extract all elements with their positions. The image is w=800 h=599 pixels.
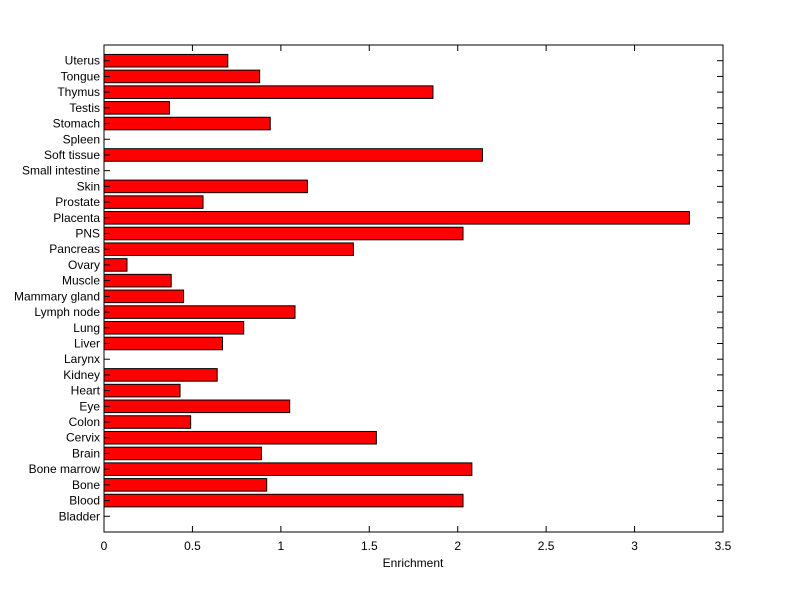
category-label: Larynx [64, 352, 100, 366]
category-label: Mammary gland [14, 289, 100, 303]
bar-blood [103, 493, 464, 508]
bar-bone [103, 478, 268, 492]
bar-brain [103, 446, 262, 461]
category-label: Testis [69, 101, 100, 115]
bar-placenta [103, 211, 690, 225]
x-tick-label: 3 [631, 539, 638, 553]
category-label: Colon [69, 415, 100, 429]
category-label: Uterus [65, 54, 100, 68]
x-tick-label: 2.5 [538, 539, 555, 553]
bar-lung [103, 320, 245, 335]
bar-kidney [103, 368, 218, 382]
category-label: PNS [75, 227, 100, 241]
category-label: Brain [72, 446, 100, 460]
x-tick-label: 0 [101, 539, 108, 553]
category-label: Kidney [63, 368, 100, 382]
category-label: Heart [71, 384, 101, 398]
category-label: Ovary [68, 258, 100, 272]
bar-liver [103, 336, 223, 351]
bar-muscle [103, 273, 172, 288]
bar-cervix [103, 430, 377, 445]
bar-heart [103, 383, 181, 398]
bar-mammary-gland [103, 289, 185, 304]
bar-pancreas [103, 242, 354, 257]
bar-uterus [103, 53, 229, 68]
bar-colon [103, 415, 192, 429]
bar-thymus [103, 85, 434, 99]
category-label: Liver [74, 336, 100, 350]
bar-pns [103, 226, 464, 241]
category-label: Cervix [66, 431, 100, 445]
x-tick-label: 0.5 [184, 539, 201, 553]
category-label: Bone [72, 478, 100, 492]
category-label: Bone marrow [29, 462, 101, 476]
category-label: Placenta [53, 211, 100, 225]
bar-soft-tissue [103, 148, 483, 162]
bar-skin [103, 179, 308, 194]
category-label: Blood [69, 494, 100, 508]
category-label: Prostate [55, 195, 100, 209]
plot-area-frame [103, 44, 724, 533]
x-tick-label: 1 [278, 539, 285, 553]
category-label: Lymph node [34, 305, 100, 319]
bar-tongue [103, 69, 261, 84]
bar-stomach [103, 116, 271, 131]
category-label: Skin [77, 179, 100, 193]
x-axis-label: Enrichment [383, 556, 444, 570]
bar-eye [103, 399, 291, 414]
category-label: Tongue [61, 69, 101, 83]
bars-group [103, 53, 690, 508]
bar-lymph-node [103, 305, 296, 319]
category-label: Bladder [59, 509, 100, 523]
bar-testis [103, 101, 170, 115]
bar-bone-marrow [103, 462, 473, 476]
category-label: Eye [79, 399, 100, 413]
bar-prostate [103, 195, 204, 209]
category-label: Stomach [53, 117, 100, 131]
x-tick-labels-group: 0 0.5 1 1.5 2 2.5 3 3.5 [101, 539, 732, 553]
category-label: Muscle [62, 274, 100, 288]
category-label: Small intestine [22, 164, 100, 178]
category-label: Pancreas [49, 242, 100, 256]
x-tick-label: 3.5 [715, 539, 732, 553]
category-label: Soft tissue [44, 148, 100, 162]
category-label: Lung [73, 321, 100, 335]
x-tick-label: 1.5 [361, 539, 378, 553]
category-label: Thymus [57, 85, 100, 99]
category-label: Spleen [63, 132, 100, 146]
x-tick-label: 2 [454, 539, 461, 553]
ticks-group [103, 45, 724, 532]
